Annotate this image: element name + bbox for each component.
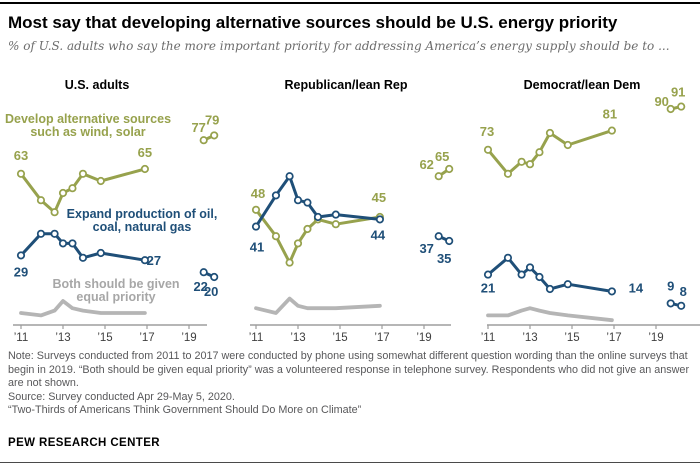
svg-text:8: 8 (680, 284, 687, 299)
svg-text:Democrat/lean Dem: Democrat/lean Dem (524, 78, 641, 92)
svg-text:20: 20 (204, 284, 218, 299)
svg-text:’11: ’11 (249, 332, 264, 344)
svg-text:90: 90 (654, 94, 668, 109)
svg-text:equal priority: equal priority (76, 290, 155, 304)
svg-text:’13: ’13 (290, 332, 305, 344)
svg-text:63: 63 (14, 148, 28, 163)
svg-text:62: 62 (419, 157, 433, 172)
svg-text:77: 77 (191, 120, 205, 135)
svg-text:44: 44 (371, 227, 386, 242)
svg-text:45: 45 (372, 190, 386, 205)
svg-text:’15: ’15 (564, 332, 579, 344)
svg-text:Expand production of oil,: Expand production of oil, (67, 207, 218, 221)
svg-text:37: 37 (419, 241, 433, 256)
brand-pew-research-center: PEW RESEARCH CENTER (8, 437, 161, 449)
svg-text:’13: ’13 (522, 332, 537, 344)
svg-text:’19: ’19 (416, 332, 431, 344)
svg-text:27: 27 (147, 253, 161, 268)
svg-text:’15: ’15 (97, 332, 112, 344)
svg-text:79: 79 (205, 112, 219, 127)
svg-text:coal, natural gas: coal, natural gas (93, 220, 192, 234)
page-subtitle: % of U.S. adults who say the more import… (8, 39, 670, 53)
svg-text:73: 73 (480, 124, 494, 139)
svg-text:’15: ’15 (332, 332, 347, 344)
svg-text:21: 21 (481, 281, 495, 296)
svg-text:48: 48 (251, 186, 265, 201)
footnotes: Note: Surveys conducted from 2011 to 201… (8, 350, 696, 418)
svg-text:U.S. adults: U.S. adults (65, 78, 130, 92)
svg-text:41: 41 (250, 240, 264, 255)
svg-text:22: 22 (193, 279, 207, 294)
source-text: Source: Survey conducted Apr 29-May 5, 2… (8, 390, 235, 403)
svg-text:’17: ’17 (606, 332, 621, 344)
report-title-text: “Two-Thirds of Americans Think Governmen… (8, 404, 362, 417)
svg-text:Develop alternative sources: Develop alternative sources (5, 112, 171, 126)
svg-text:65: 65 (138, 145, 152, 160)
svg-text:Republican/lean Rep: Republican/lean Rep (285, 78, 408, 92)
svg-text:35: 35 (437, 251, 451, 266)
svg-text:9: 9 (667, 278, 674, 293)
svg-text:14: 14 (629, 280, 644, 295)
svg-text:’13: ’13 (55, 332, 70, 344)
top-rule (0, 2, 700, 4)
charts-row: ’11 ’13 ’15 ’17 ’19 63 65 77 79 29 27 22 20 Develop a… (0, 60, 700, 345)
svg-text:’17: ’17 (139, 332, 154, 344)
svg-text:81: 81 (603, 107, 617, 122)
svg-text:’19: ’19 (648, 332, 663, 344)
svg-text:’11: ’11 (14, 332, 29, 344)
svg-text:65: 65 (435, 149, 449, 164)
svg-text:such as wind, solar: such as wind, solar (30, 125, 145, 139)
svg-text:91: 91 (671, 85, 685, 100)
page-title: Most say that developing alternative sou… (8, 13, 618, 32)
svg-text:’17: ’17 (374, 332, 389, 344)
svg-text:’19: ’19 (181, 332, 196, 344)
svg-text:’11: ’11 (481, 332, 496, 344)
svg-text:29: 29 (14, 264, 28, 279)
svg-text:Both should be given: Both should be given (52, 277, 179, 291)
bottom-rule (0, 462, 700, 463)
note-text: Note: Surveys conducted from 2011 to 201… (8, 350, 690, 390)
